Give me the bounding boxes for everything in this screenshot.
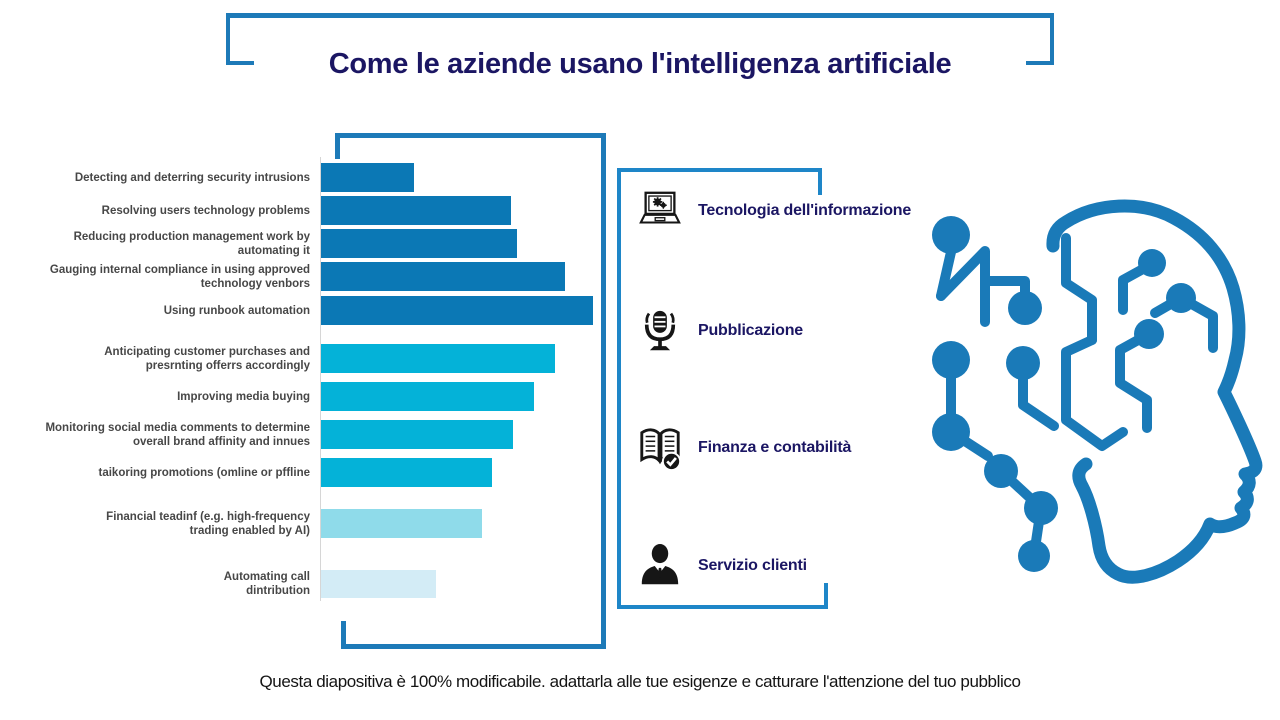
bar-resolving-problems: [321, 196, 511, 225]
category-axis-line: [320, 157, 321, 601]
microphone-icon: [636, 307, 684, 355]
laptop-gears-icon: [636, 187, 684, 235]
bar-detecting-intrusions: [321, 163, 414, 192]
title-bracket-top: [226, 13, 1054, 18]
ai-head-circuit-graphic: [932, 199, 1263, 584]
chart-row: Using runbook automation: [0, 296, 640, 325]
category-label: taikoring promotions (omline or pffline: [98, 466, 310, 479]
bar-reducing-work: [321, 229, 517, 258]
legend-item-tecnologia: Tecnologia dell'informazione: [636, 187, 966, 235]
legend-label: Finanza e contabilità: [698, 439, 852, 456]
chart-row: Financial teadinf (e.g. high-frequency t…: [0, 509, 640, 538]
legend-label: Tecnologia dell'informazione: [698, 202, 912, 219]
bar-financial-trading: [321, 509, 482, 538]
legend-frame-bottomright-stub: [824, 583, 828, 609]
category-label: Gauging internal compliance in using app…: [49, 263, 310, 290]
category-label: Financial teadinf (e.g. high-frequency t…: [106, 510, 310, 537]
bar-automating-call: [321, 570, 436, 598]
chart-row: Monitoring social media comments to dete…: [0, 420, 640, 449]
bar-monitoring-social: [321, 420, 513, 449]
category-label: Using runbook automation: [163, 304, 310, 317]
chart-row: Anticipating customer purchases and pres…: [0, 344, 640, 373]
title-bracket-left-stub: [226, 13, 230, 65]
page-title: Come le aziende usano l'intelligenza art…: [328, 48, 952, 80]
chart-row: Resolving users technology problems: [0, 196, 640, 225]
chart-row: Reducing production management work by a…: [0, 229, 640, 258]
title-bracket-right-stub: [1050, 13, 1054, 65]
bar-tailoring-promotions: [321, 458, 492, 487]
bar-media-buying: [321, 382, 534, 411]
title-bracket-right-tick: [1026, 61, 1054, 65]
category-label: Improving media buying: [177, 390, 310, 403]
chart-frame-right: [601, 133, 606, 649]
category-label: Monitoring social media comments to dete…: [45, 421, 310, 448]
legend-item-pubblicazione: Pubblicazione: [636, 307, 966, 355]
chart-frame-topleft-stub: [335, 133, 340, 159]
chart-row: Gauging internal compliance in using app…: [0, 262, 640, 291]
chart-frame-top: [335, 133, 606, 138]
category-label: Resolving users technology problems: [101, 204, 310, 217]
category-label: Detecting and deterring security intrusi…: [74, 171, 310, 184]
slide-caption: Questa diapositiva è 100% modificabile. …: [259, 672, 1021, 691]
legend-frame-topright-stub: [818, 168, 822, 195]
legend-label: Servizio clienti: [698, 557, 807, 574]
legend-item-finanza: Finanza e contabilità: [636, 424, 966, 472]
legend-frame-left: [617, 168, 621, 609]
bar-anticipating-purchases: [321, 344, 555, 373]
businessman-icon: [636, 542, 684, 590]
legend-label: Pubblicazione: [698, 322, 803, 339]
category-label: Anticipating customer purchases and pres…: [104, 345, 310, 372]
ledger-check-icon: [636, 424, 684, 472]
bar-runbook-automation: [321, 296, 593, 325]
title-bracket-left-tick: [226, 61, 254, 65]
legend-frame-top: [617, 168, 822, 172]
chart-row: taikoring promotions (omline or pffline: [0, 458, 640, 487]
chart-frame-bottomleft-stub: [341, 621, 346, 649]
chart-row: Detecting and deterring security intrusi…: [0, 163, 640, 192]
legend-item-servizio: Servizio clienti: [636, 542, 966, 590]
chart-row: Automating call dintribution: [0, 570, 640, 598]
chart-frame-bottom: [341, 644, 606, 649]
category-label: Reducing production management work by a…: [73, 230, 310, 257]
legend-frame-bottom: [617, 605, 828, 609]
chart-row: Improving media buying: [0, 382, 640, 411]
bar-gauging-compliance: [321, 262, 565, 291]
category-label: Automating call dintribution: [223, 571, 310, 597]
